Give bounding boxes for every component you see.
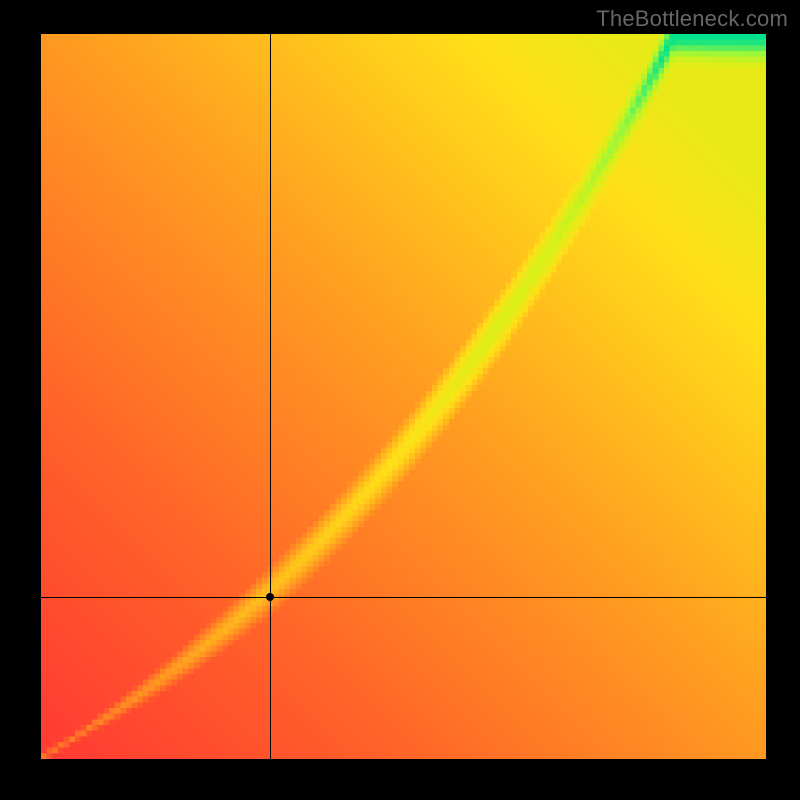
chart-frame: TheBottleneck.com	[0, 0, 800, 800]
crosshair-horizontal	[41, 597, 766, 598]
watermark-text: TheBottleneck.com	[596, 6, 788, 32]
crosshair-marker-dot	[266, 593, 274, 601]
heatmap-plot-area	[41, 34, 766, 759]
heatmap-canvas	[41, 34, 766, 759]
crosshair-vertical	[270, 34, 271, 759]
